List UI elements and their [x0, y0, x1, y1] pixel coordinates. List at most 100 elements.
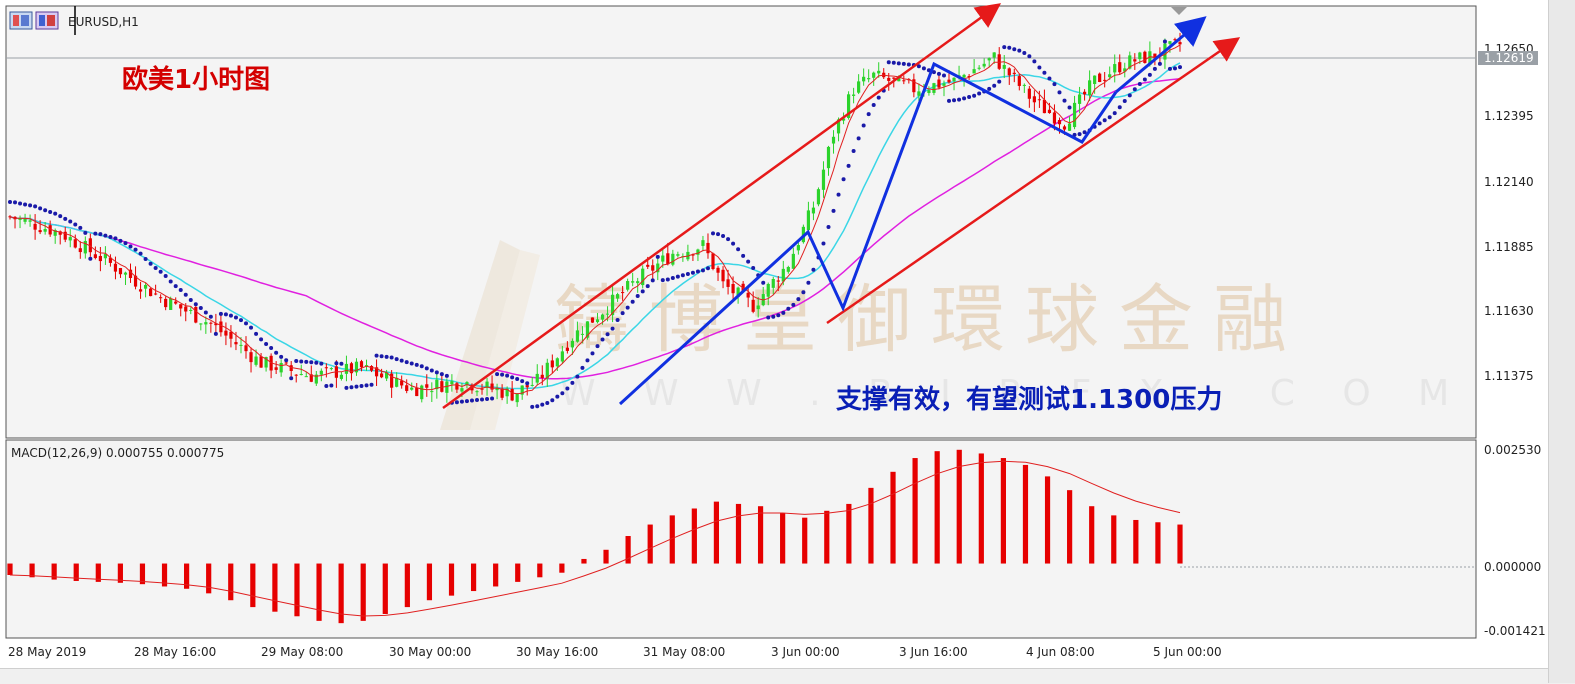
- candle-body: [525, 385, 529, 388]
- candle-body: [1133, 59, 1137, 62]
- macd-tick: -0.001421: [1484, 624, 1546, 638]
- psar-dot: [485, 396, 490, 401]
- psar-dot: [495, 372, 500, 377]
- psar-dot: [359, 383, 364, 388]
- psar-dot: [1117, 105, 1122, 110]
- psar-dot: [294, 359, 299, 364]
- psar-dot: [78, 225, 83, 230]
- psar-dot: [459, 399, 464, 404]
- candle-body: [520, 385, 524, 395]
- psar-dot: [68, 219, 73, 224]
- symbol-label: EURUSD,H1: [68, 15, 139, 29]
- psar-dot: [1047, 76, 1052, 81]
- candle-body: [63, 231, 67, 240]
- psar-dot: [1137, 81, 1142, 86]
- psar-dot: [324, 383, 329, 388]
- candle-body: [465, 382, 469, 385]
- psar-dot: [133, 247, 138, 252]
- psar-dot: [891, 60, 896, 65]
- psar-dot: [1042, 70, 1047, 75]
- psar-dot: [721, 234, 726, 239]
- psar-dot: [354, 384, 359, 389]
- psar-dot: [620, 311, 625, 316]
- psar-dot: [766, 315, 771, 320]
- macd-bar: [250, 563, 256, 608]
- candle-body: [962, 74, 966, 78]
- psar-dot: [1067, 105, 1072, 110]
- candle-body: [88, 238, 92, 253]
- candle-body: [118, 268, 123, 275]
- psar-dot: [153, 265, 158, 270]
- macd-bar: [669, 515, 675, 564]
- candle-body: [1047, 109, 1052, 114]
- candle-body: [219, 321, 223, 333]
- macd-bar: [890, 471, 896, 564]
- candle-body: [1067, 123, 1072, 131]
- candle-body: [982, 63, 986, 67]
- candle-body: [656, 263, 660, 273]
- candle-body: [1052, 112, 1057, 124]
- psar-dot: [218, 311, 223, 316]
- candle-body: [274, 367, 278, 370]
- psar-dot: [143, 256, 148, 261]
- macd-bar: [1155, 522, 1161, 564]
- candle-body: [289, 365, 293, 371]
- candle-body: [721, 269, 725, 282]
- candle-body: [455, 383, 459, 390]
- psar-dot: [389, 355, 394, 360]
- psar-dot: [992, 83, 997, 88]
- psar-dot: [364, 383, 369, 388]
- candle-body: [149, 288, 153, 297]
- candle-body: [480, 388, 484, 390]
- candle-body: [751, 299, 755, 312]
- psar-dot: [886, 60, 891, 65]
- psar-dot: [1178, 65, 1182, 70]
- time-tick: 28 May 2019: [8, 645, 86, 659]
- candle-body: [68, 237, 72, 241]
- psar-dot: [454, 400, 459, 405]
- psar-dot: [655, 254, 660, 259]
- time-tick: 30 May 00:00: [389, 645, 471, 659]
- psar-dot: [705, 266, 710, 271]
- candle-body: [138, 289, 143, 292]
- psar-dot: [761, 280, 766, 285]
- psar-dot: [505, 373, 510, 378]
- psar-dot: [213, 331, 218, 336]
- psar-dot: [640, 289, 645, 294]
- psar-dot: [168, 279, 173, 284]
- psar-dot: [906, 62, 911, 67]
- psar-dot: [1122, 98, 1127, 103]
- candle-body: [887, 77, 891, 81]
- candle-body: [992, 52, 996, 58]
- macd-bar: [51, 563, 57, 580]
- price-tick: 1.11630: [1484, 304, 1534, 318]
- candle-body: [1153, 53, 1157, 59]
- candle-body: [776, 280, 780, 282]
- psar-dot: [590, 351, 595, 356]
- macd-bar: [1067, 490, 1073, 564]
- psar-dot: [414, 362, 419, 367]
- candle-body: [977, 67, 981, 69]
- psar-dot: [841, 177, 846, 182]
- candle-body: [857, 81, 861, 93]
- psar-dot: [238, 318, 243, 323]
- psar-dot: [510, 375, 515, 380]
- psar-dot: [851, 148, 856, 153]
- psar-dot: [228, 313, 233, 318]
- channel-lower-line: [826, 37, 1241, 325]
- candle-body: [400, 380, 404, 386]
- psar-dot: [490, 396, 495, 401]
- psar-dot: [279, 354, 284, 359]
- candle-body: [1093, 75, 1097, 85]
- candle-body: [1077, 94, 1082, 104]
- psar-dot: [660, 278, 665, 283]
- psar-dot: [254, 331, 259, 336]
- psar-dot: [1062, 98, 1067, 103]
- candle-body: [852, 94, 856, 96]
- window-scrollbar[interactable]: [1548, 0, 1575, 683]
- psar-dot: [439, 372, 444, 377]
- macd-bar: [868, 487, 874, 564]
- macd-bar: [581, 558, 587, 564]
- psar-dot: [585, 358, 590, 363]
- candle-body: [836, 119, 841, 134]
